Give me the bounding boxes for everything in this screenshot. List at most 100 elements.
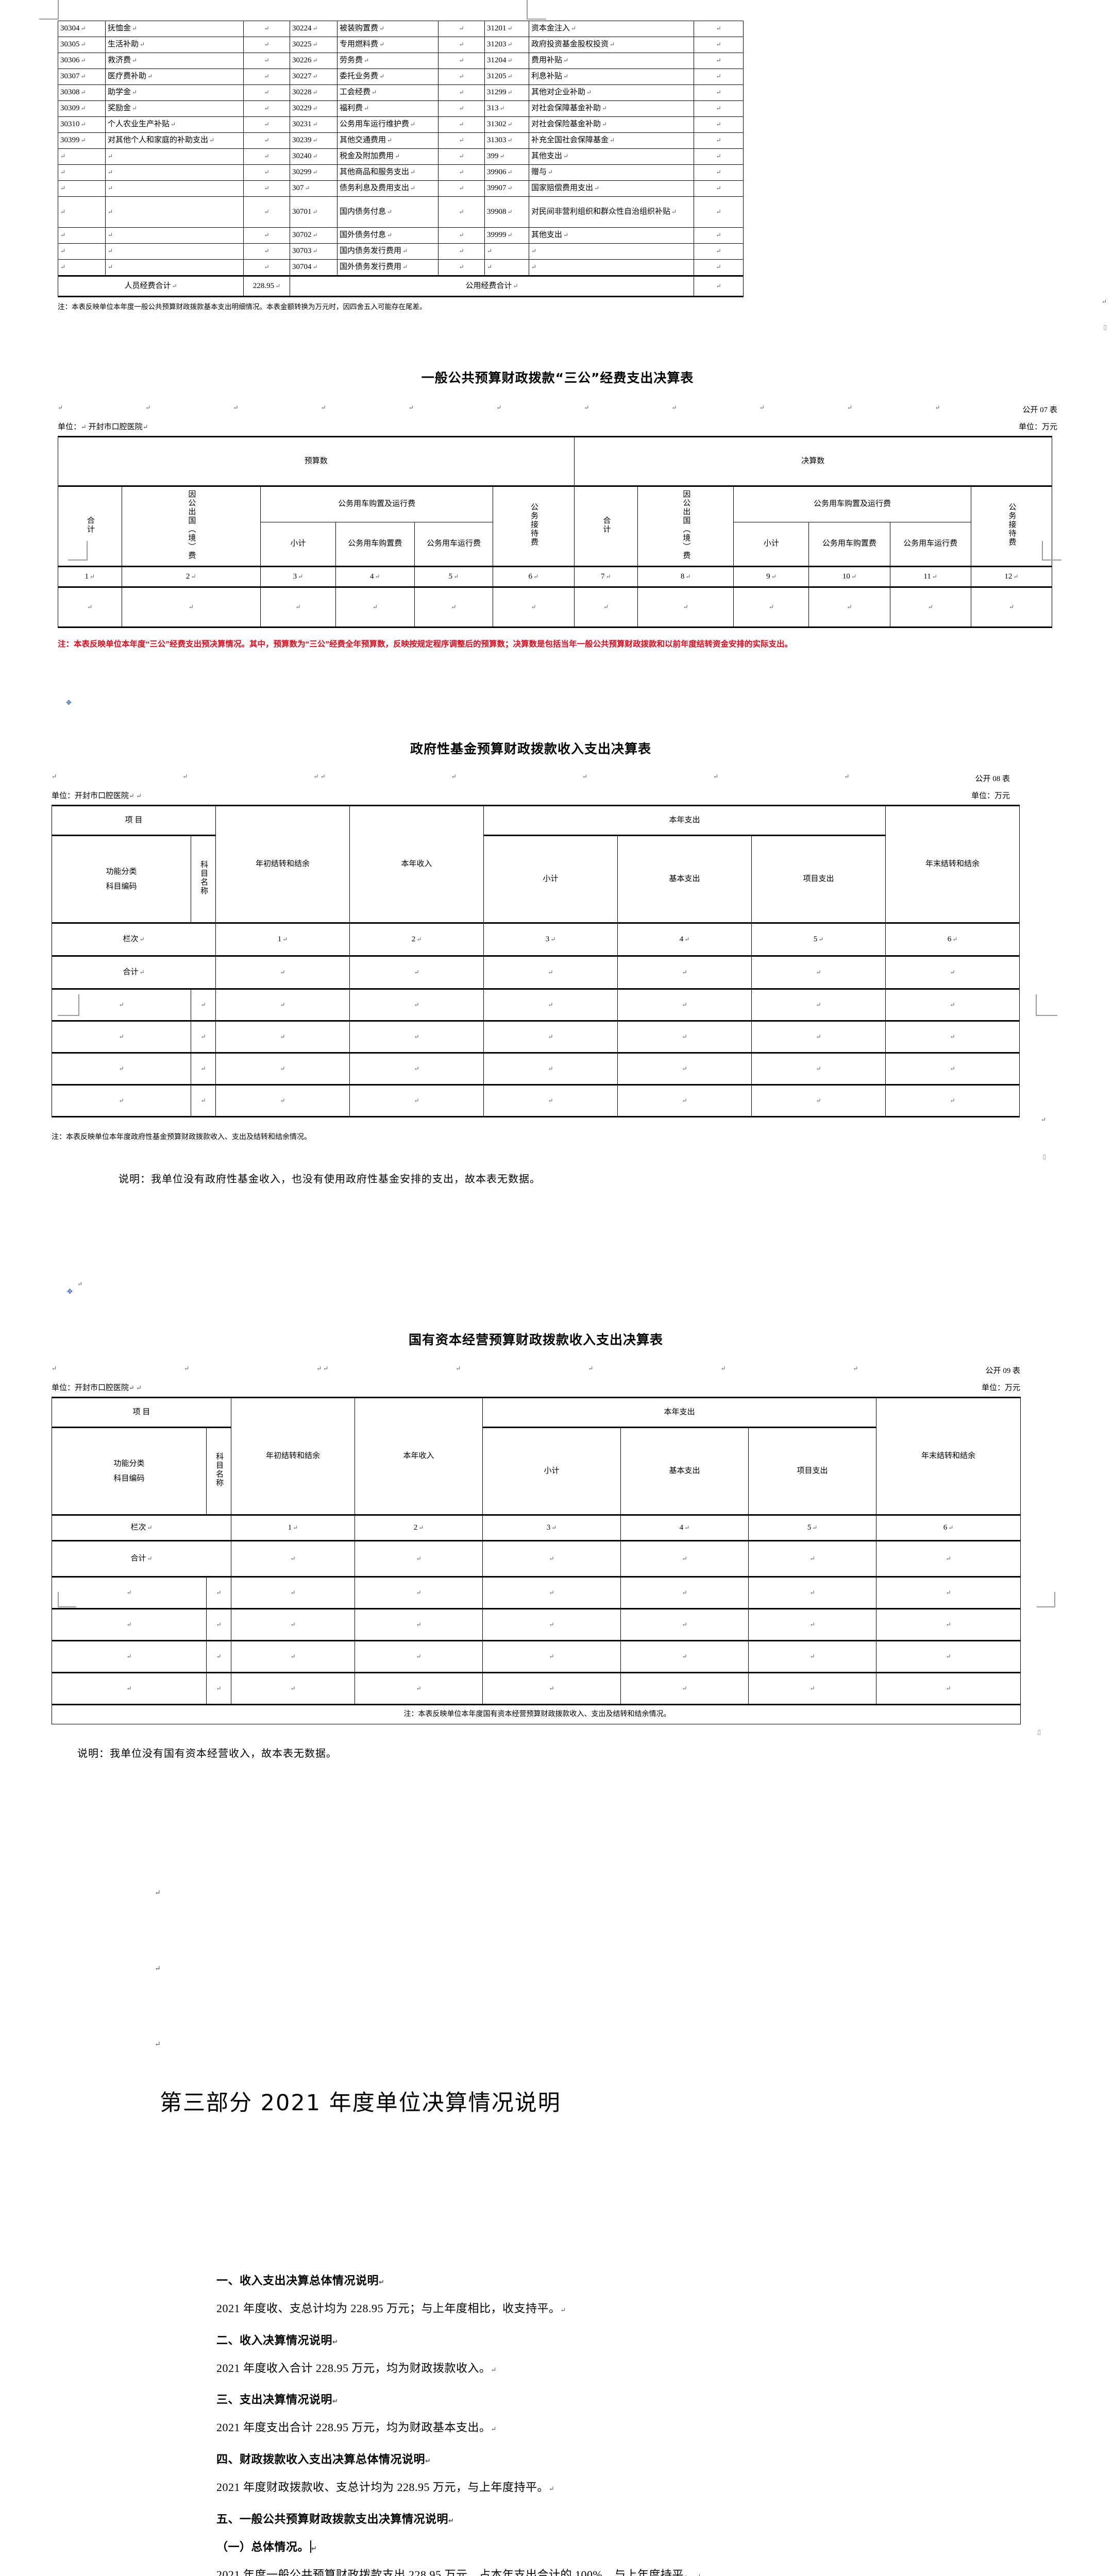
rank-label: 栏次 [51,922,216,957]
empty-cell: ↵ [482,1608,621,1641]
cell-amount-2: ↵ [438,53,485,69]
cell-amount-3: ↵ [694,227,744,244]
column-number-5: 5 [748,1514,877,1541]
cell-code-2: 30239 [290,132,338,149]
cell-code-2: 30224 [290,21,338,37]
total-value-3: ↵ [483,955,618,990]
cell-code-1: 30307 [58,69,106,85]
cell-name-2: 税金及附加费用 [337,148,439,165]
table-move-handle-icon[interactable]: ✥ [67,1287,73,1296]
cell-amount-1: ↵ [243,180,290,197]
cell-code-2: 30228 [290,84,338,101]
totals-row: 人员经费合计228.95公用经费合计↵ [58,275,744,297]
cell-name-1: 奖励金 [105,100,244,117]
table-row: ↵ ↵ ↵ ↵ ↵ ↵ ↵ ↵ [52,1640,1021,1673]
cell-amount-3: ↵ [694,259,744,276]
state-capital-col-year-income: 本年收入 [355,1397,483,1516]
sangong-group-budget: 预算数 [58,436,575,486]
empty-cell: ↵ [885,1020,1020,1054]
cell-code-3: 31203 [484,37,529,53]
cell-name-2: 国外债务发行费用 [337,259,439,276]
total-value-2: ↵ [355,1540,483,1578]
cell-amount-2: ↵ [438,69,485,85]
cell-name-3: 资本金注入 [529,21,694,37]
cell-name-3: 其他支出 [529,148,694,165]
sangong-meta-row: 单位：↵ 开封市口腔医院↵ 单位：万元 [58,421,1057,432]
cell-code-1: ↵ [58,243,106,260]
cell-name-2: 其他交通费用 [337,132,439,149]
cell-code-3: 31303 [484,132,529,149]
empty-cell: ↵ [885,988,1020,1022]
cell-code-3: 31302 [484,116,529,133]
amount-unit-label: 单位：万元 [971,792,1010,801]
cell-code-1: ↵ [58,259,106,276]
empty-cell: ↵ [355,1576,483,1609]
cell-amount-1: ↵ [243,164,290,181]
cell-name-1: 生活补助 [105,37,244,53]
table-row: ↵ ↵ ↵ ↵ ↵ ↵ ↵ ↵ [52,1020,1020,1054]
cell-amount-1: ↵ [243,21,290,37]
empty-cell: ↵ [231,1640,356,1673]
state-capital-column-number-row: 栏次123456 [51,1514,1021,1541]
section-paragraph: 2021 年度财政拨款收、支总计均为 228.95 万元，与上年度持平。↵ [216,2481,555,2494]
personnel-total-value: 228.95 [243,275,290,297]
empty-cell: ↵ [355,1608,483,1641]
public-total-value: ↵ [694,275,744,297]
data-cell-8: ↵ [637,586,734,628]
column-number-6: 6 [885,922,1020,957]
gov-fund-col-subtotal: 小计 [483,835,618,924]
data-cell-3: ↵ [260,586,336,628]
column-number-4: 4 [335,566,415,587]
column-number-1: 1 [215,922,350,957]
gov-fund-col-begin-balance: 年初结转和结余 [215,805,350,924]
table-row: 30306救济费↵30226劳务费↵31204费用补贴↵ [58,53,744,69]
column-number-2: 2 [349,922,484,957]
column-number-5: 5 [414,566,494,587]
table-row: ↵↵↵30704国外债务发行费用↵↵↵↵ [58,259,744,276]
empty-cell: ↵ [617,988,752,1022]
sangong-note: 注：本表反映单位本年度“三公”经费支出预决算情况。其中，预算数为“三公”经费全年… [58,640,793,649]
cell-name-3: 政府投资基金股权投资 [529,37,694,53]
cell-amount-3: ↵ [694,132,744,149]
cell-name-2: 公务用车运行维护费 [337,116,439,133]
basic-expense-detail-table: 30304抚恤金↵30224被装购置费↵31201资本金注入↵30305生活补助… [58,21,744,297]
cell-code-3: 31299 [484,84,529,101]
table-move-handle-icon[interactable]: ✥ [66,699,72,707]
empty-cell: ↵ [190,1084,216,1118]
sangong-public-no: 公开 07 表 [1022,406,1057,414]
paragraph-mark: ↵ [1101,298,1107,305]
table-row: ↵↵↵30240税金及附加费用↵399其他支出↵ [58,148,744,165]
data-cell-6: ↵ [493,586,575,628]
table-row: 30307医疗费补助↵30227委托业务费↵31205利息补贴↵ [58,69,744,85]
personnel-total-label: 人员经费合计 [58,275,244,297]
cell-code-3: 31205 [484,69,529,85]
empty-cell: ↵ [751,1020,886,1054]
cell-name-1: ↵ [105,164,244,181]
state-capital-pilcrow-row: ↵ ↵ ↵ ↵ ↵ ↵ ↵ ↵ 公开 09 表 [52,1365,1020,1376]
total-label: 合计 [51,955,216,990]
empty-cell: ↵ [215,1052,350,1086]
cell-code-1: ↵ [58,148,106,165]
empty-cell: ↵ [483,1052,618,1086]
sangong-col-vehicle-group-final: 公务用车购置及运行费 [733,485,971,522]
gov-fund-column-number-row: 栏次123456 [51,922,1020,957]
sangong-col-total-final: 合计 [574,485,638,567]
cell-amount-3: ↵ [694,21,744,37]
cell-name-2: 国外债务付息 [337,227,439,244]
cell-amount-3: ↵ [694,100,744,117]
cell-name-3: 其他支出 [529,227,694,244]
column-number-11: 11 [889,566,971,587]
cell-code-3: 31204 [484,53,529,69]
empty-cell: ↵ [190,988,216,1022]
section-paragraph: 2021 年度支出合计 228.95 万元，均为财政基本支出。↵ [216,2421,497,2434]
section-paragraph: 2021 年度一般公共预算财政拨款支出 228.95 万元，占本年支出合计的 1… [216,2568,701,2576]
cell-code-1: 30309 [58,100,106,117]
table-row: 30310个人农业生产补贴↵30231公务用车运行维护费↵31302对社会保险基… [58,116,744,133]
empty-cell: ↵ [617,1052,752,1086]
gov-fund-col-basic-expense: 基本支出 [617,835,752,924]
cell-code-2: 30703 [290,243,338,260]
cell-code-2: 30227 [290,69,338,85]
cell-name-2: 其他商品和服务支出 [337,164,439,181]
cell-amount-1: ↵ [243,196,290,228]
